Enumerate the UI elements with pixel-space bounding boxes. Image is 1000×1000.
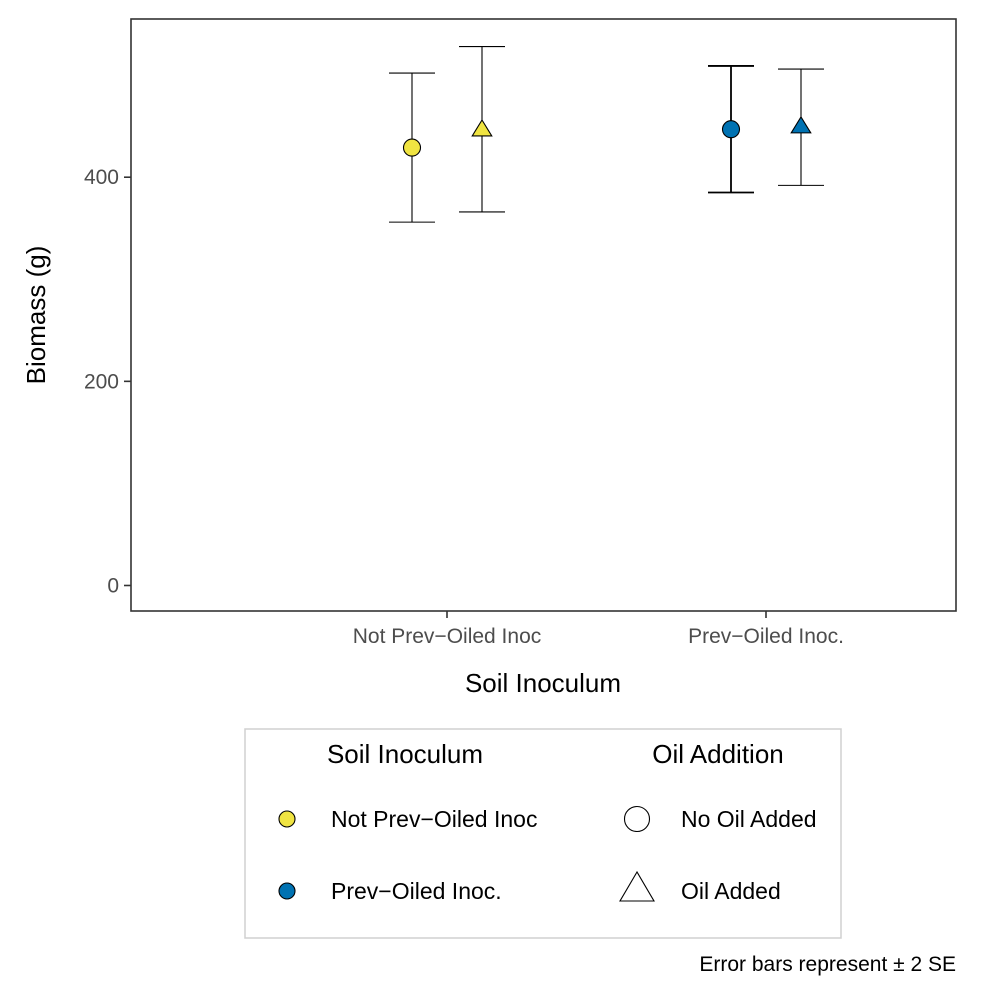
legend-box xyxy=(244,728,842,939)
x-axis: Not Prev−Oiled Inoc Prev−Oiled Inoc. xyxy=(353,611,844,648)
error-bar-group xyxy=(778,68,824,186)
y-tick-label: 0 xyxy=(107,574,119,597)
legend-key xyxy=(278,810,296,828)
legend-label: Oil Added xyxy=(681,878,781,904)
x-axis-title: Soil Inoculum xyxy=(465,668,621,698)
y-axis: 0 200 400 xyxy=(84,166,131,597)
legend-label: Not Prev−Oiled Inoc xyxy=(331,806,537,832)
error-bar-group xyxy=(708,65,754,194)
plot-panel xyxy=(130,18,957,612)
legend-title: Soil Inoculum xyxy=(327,739,483,769)
data-point xyxy=(471,118,493,137)
data-point xyxy=(402,138,422,157)
legend-key xyxy=(619,870,655,902)
legend-key xyxy=(278,882,296,900)
legend: Soil Inoculum Not Prev−Oiled Inoc Prev−Oil… xyxy=(278,739,817,904)
y-axis-title: Biomass (g) xyxy=(21,246,51,385)
y-tick-label: 400 xyxy=(84,166,119,189)
data-point xyxy=(790,115,812,134)
error-bar-group xyxy=(389,72,435,223)
legend-title: Oil Addition xyxy=(652,739,784,769)
x-tick-label: Prev−Oiled Inoc. xyxy=(688,625,844,648)
legend-label: Prev−Oiled Inoc. xyxy=(331,878,502,904)
legend-label: No Oil Added xyxy=(681,806,817,832)
legend-key xyxy=(623,805,651,833)
x-tick-label: Not Prev−Oiled Inoc xyxy=(353,625,542,648)
y-tick-label: 200 xyxy=(84,370,119,393)
caption: Error bars represent ± 2 SE xyxy=(699,953,956,976)
data-marks xyxy=(389,46,824,223)
error-bar-group xyxy=(459,46,505,213)
data-point xyxy=(721,120,741,139)
